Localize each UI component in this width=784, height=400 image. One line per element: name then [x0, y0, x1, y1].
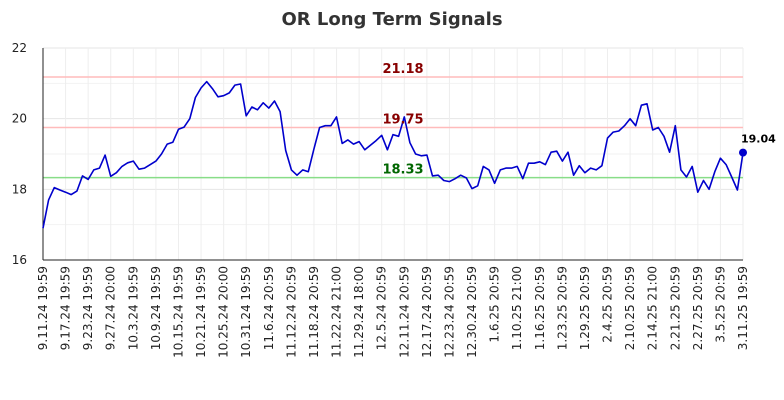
x-tick-label: 3.5.25 20:59 [713, 266, 727, 343]
reference-lines [43, 76, 743, 179]
x-tick-label: 9.23.24 19:59 [81, 266, 95, 350]
grid [42, 47, 744, 261]
y-tick-label: 18 [12, 182, 27, 196]
x-tick-label: 10.31.24 19:59 [239, 266, 253, 358]
x-tick-label: 12.23.24 20:59 [442, 266, 456, 358]
series-line [42, 80, 744, 229]
reference-line-label: 18.33 [382, 163, 423, 178]
x-tick-label: 11.29.24 18:00 [352, 266, 366, 358]
x-tick-label: 1.10.25 21:00 [510, 266, 524, 350]
labels: 21.18 19.75 18.33 19.04 [382, 62, 776, 178]
x-tick-label: 3.11.25 19:59 [736, 266, 750, 350]
x-tick-label: 11.22.24 21:00 [330, 266, 344, 358]
x-tick-label: 9.11.24 19:59 [36, 266, 50, 350]
x-tick-label: 12.5.24 20:59 [375, 266, 389, 350]
x-tick-label: 1.29.25 20:59 [578, 266, 592, 350]
last-value-label: 19.04 [741, 133, 776, 146]
reference-line-label: 19.75 [382, 113, 423, 128]
x-tick-label: 10.25.24 20:00 [217, 266, 231, 358]
x-tick-label: 9.17.24 19:59 [59, 266, 73, 350]
x-tick-label: 12.11.24 20:59 [397, 266, 411, 358]
x-tick-label: 11.18.24 20:59 [307, 266, 321, 358]
x-tick-label: 10.3.24 19:59 [126, 266, 140, 350]
reference-line-label: 21.18 [382, 62, 423, 77]
y-tick-label: 16 [12, 253, 27, 267]
x-tick-label: 12.17.24 20:59 [420, 266, 434, 358]
x-tick-label: 12.30.24 20:59 [465, 266, 479, 358]
x-tick-label: 2.10.25 20:59 [623, 266, 637, 350]
chart-title: OR Long Term Signals [281, 9, 502, 30]
y-tick-label: 20 [12, 112, 27, 126]
x-tick-label: 2.4.25 20:59 [601, 266, 615, 343]
x-tick-label: 1.6.25 20:59 [488, 266, 502, 343]
y-tick-label: 22 [12, 41, 27, 55]
x-tick-label: 10.15.24 19:59 [171, 266, 185, 358]
x-tick-label: 9.27.24 20:00 [104, 266, 118, 350]
axes: 16 18 20 22 9.11.24 19:59 9.17.24 19:59 9.23.2… [12, 41, 750, 358]
last-value-point [739, 148, 747, 157]
x-tick-label: 10.9.24 19:59 [149, 266, 163, 350]
x-tick-label: 10.21.24 19:59 [194, 266, 208, 358]
x-tick-label: 1.16.25 20:59 [533, 266, 547, 350]
x-tick-label: 2.14.25 21:00 [646, 266, 660, 350]
x-tick-label: 2.21.25 20:59 [668, 266, 682, 350]
x-tick-label: 2.27.25 20:59 [691, 266, 705, 350]
series-layer [42, 80, 747, 229]
x-tick-label: 1.23.25 20:59 [555, 266, 569, 350]
x-tick-label: 11.12.24 20:59 [284, 266, 298, 358]
x-tick-label: 11.6.24 20:59 [262, 266, 276, 350]
